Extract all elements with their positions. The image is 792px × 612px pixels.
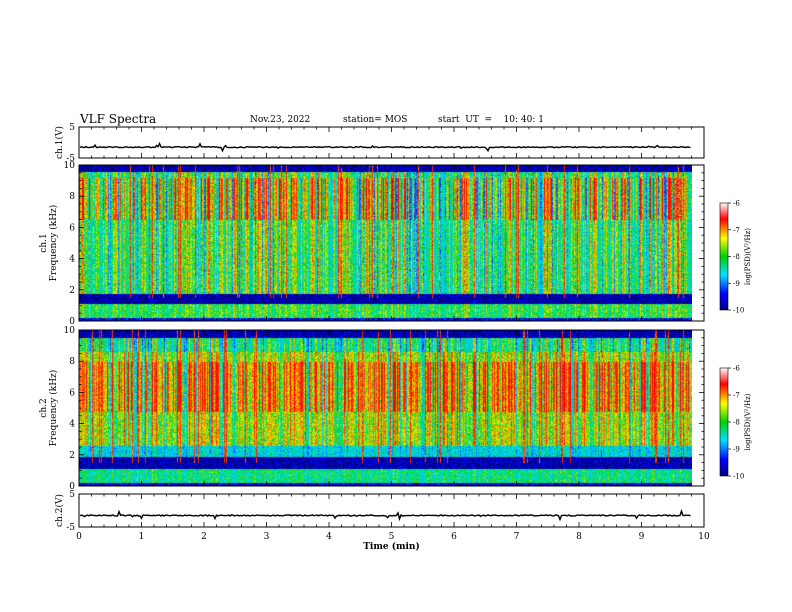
ch2-spectrogram-ytick-10: 10 bbox=[64, 326, 76, 336]
ch2-spectrogram-channel-label: ch.2 bbox=[39, 398, 49, 417]
figure-title: VLF Spectra bbox=[80, 112, 157, 126]
ch1-spectrogram-colorbar-tick--6: -6 bbox=[733, 200, 740, 208]
ch1-spectrogram-ytick-10: 10 bbox=[64, 161, 76, 171]
xtick-0: 0 bbox=[76, 532, 82, 542]
ch2-spectrogram-colorbar-tick--10: -10 bbox=[733, 473, 744, 481]
ch2-spectrogram-colorbar-label: log(PSD)(V²/Hz) bbox=[744, 393, 752, 450]
date-label: Nov.23, 2022 bbox=[250, 115, 311, 125]
start-time-label: start UT = 10: 40: 1 bbox=[438, 115, 544, 125]
xtick-6: 6 bbox=[451, 532, 457, 542]
xtick-3: 3 bbox=[264, 532, 270, 542]
ch1-spectrogram-ytick-6: 6 bbox=[69, 223, 75, 233]
ch2-waveform-ylabel: ch.2(V) bbox=[54, 494, 65, 527]
ch1-spectrogram-colorbar-tick--7: -7 bbox=[733, 226, 740, 234]
x-axis-label: Time (min) bbox=[363, 541, 420, 552]
ch1-spectrogram-ytick-8: 8 bbox=[69, 192, 75, 202]
ch1-spectrogram-ytick-2: 2 bbox=[69, 286, 75, 296]
ch1-spectrogram-image bbox=[79, 165, 692, 321]
ch2-spectrogram-colorbar-tick--8: -8 bbox=[733, 419, 740, 427]
ch2-waveform-trace bbox=[79, 508, 691, 522]
ch2-spectrogram-ytick-8: 8 bbox=[69, 357, 75, 367]
ch2-spectrogram-colorbar-tick--6: -6 bbox=[733, 365, 740, 373]
ch2-spectrogram-ytick-6: 6 bbox=[69, 388, 75, 398]
ch1-waveform-ylabel: ch.1(V) bbox=[54, 126, 65, 159]
ch1-waveform-ytick--5: -5 bbox=[66, 154, 75, 164]
xtick-2: 2 bbox=[201, 532, 207, 542]
xtick-4: 4 bbox=[326, 532, 332, 542]
xtick-7: 7 bbox=[514, 532, 520, 542]
ch1-spectrogram-ylabel: Frequency (kHz) bbox=[48, 205, 59, 282]
xtick-10: 10 bbox=[698, 532, 710, 542]
ch2-waveform-ytick--5: -5 bbox=[66, 523, 75, 533]
ch2-spectrogram-ytick-0: 0 bbox=[69, 482, 75, 492]
ch2-spectrogram-ytick-2: 2 bbox=[69, 451, 75, 461]
ch1-spectrogram-colorbar bbox=[719, 202, 729, 311]
ch1-spectrogram-colorbar-tick--9: -9 bbox=[733, 280, 740, 288]
ch1-spectrogram-colorbar-tick--10: -10 bbox=[733, 307, 744, 315]
ch1-waveform-trace bbox=[79, 141, 691, 153]
ch1-spectrogram-colorbar-label: log(PSD)(V²/Hz) bbox=[744, 228, 752, 285]
ch2-waveform-ytick-5: 5 bbox=[69, 490, 75, 500]
ch2-spectrogram-colorbar-tick--9: -9 bbox=[733, 446, 740, 454]
ch2-spectrogram-image bbox=[79, 330, 692, 486]
ch1-spectrogram-ytick-0: 0 bbox=[69, 317, 75, 327]
ch2-spectrogram-colorbar-tick--7: -7 bbox=[733, 392, 740, 400]
xtick-8: 8 bbox=[576, 532, 582, 542]
ch1-spectrogram-colorbar-tick--8: -8 bbox=[733, 253, 740, 261]
station-label: station= MOS bbox=[343, 115, 408, 125]
ch1-spectrogram-ytick-4: 4 bbox=[69, 255, 75, 265]
ch2-spectrogram-ylabel: Frequency (kHz) bbox=[48, 370, 59, 447]
ch1-spectrogram-channel-label: ch.1 bbox=[39, 233, 49, 252]
xtick-5: 5 bbox=[389, 532, 395, 542]
xtick-9: 9 bbox=[639, 532, 645, 542]
xtick-1: 1 bbox=[139, 532, 145, 542]
ch2-spectrogram-colorbar bbox=[719, 367, 729, 477]
ch1-waveform-ytick-5: 5 bbox=[69, 123, 75, 133]
ch2-spectrogram-ytick-4: 4 bbox=[69, 420, 75, 430]
